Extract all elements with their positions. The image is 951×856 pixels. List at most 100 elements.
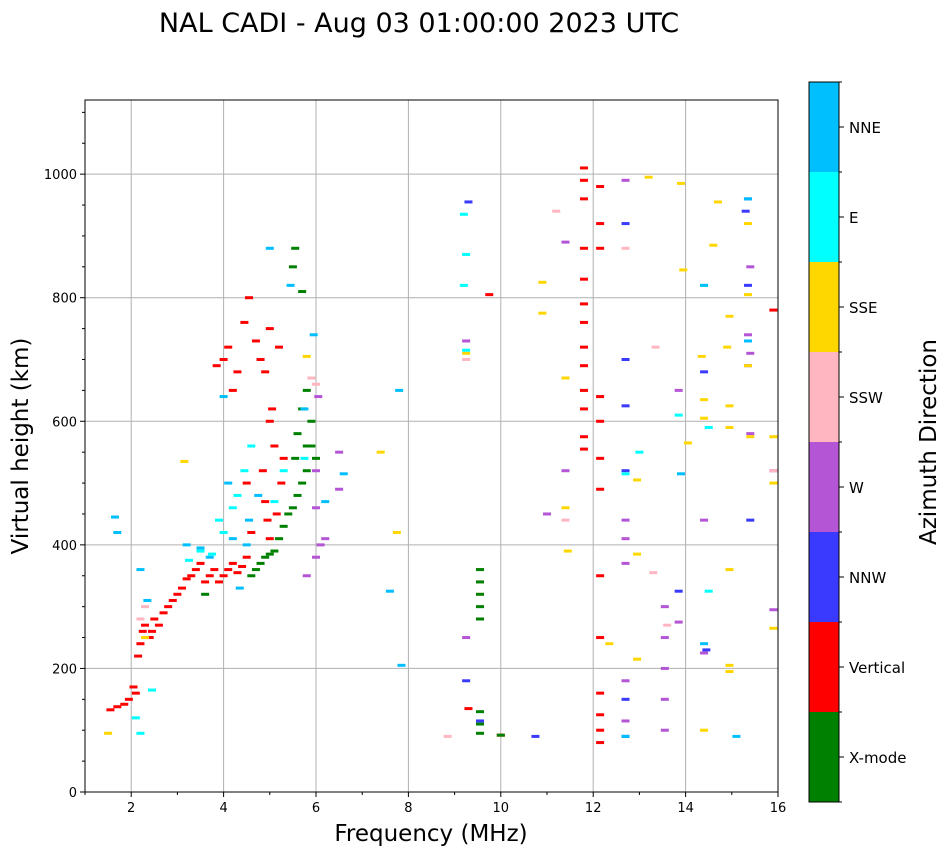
data-point: [124, 697, 133, 701]
data-point: [376, 450, 385, 454]
data-point: [293, 493, 302, 497]
data-point: [746, 351, 755, 355]
data-point: [552, 209, 561, 213]
colorbar: X-mode Vertical NNW W SSW SSE E NNE: [808, 81, 906, 803]
data-point: [113, 531, 122, 534]
data-point: [111, 515, 120, 519]
data-point: [258, 469, 267, 473]
data-point: [674, 413, 683, 417]
data-point: [676, 181, 685, 185]
data-point: [633, 552, 642, 556]
data-point: [674, 388, 683, 392]
data-point: [302, 574, 311, 578]
x-axis-label: Frequency (MHz): [334, 821, 527, 847]
data-point: [270, 444, 279, 448]
series-e: [131, 212, 713, 735]
data-point: [335, 487, 344, 491]
data-point: [605, 642, 614, 646]
data-point: [621, 222, 630, 226]
data-point: [561, 240, 570, 244]
data-point: [265, 327, 274, 331]
data-point: [579, 435, 588, 439]
colorbar-label-ssw: SSW: [849, 389, 883, 407]
data-point: [247, 444, 256, 448]
data-point: [709, 243, 718, 247]
data-point: [397, 663, 406, 667]
data-point: [251, 568, 260, 572]
data-point: [196, 549, 205, 553]
data-point: [288, 506, 297, 510]
data-point: [302, 388, 311, 392]
x-tick-label: 6: [312, 801, 320, 816]
series-w: [302, 178, 778, 732]
y-tick-label: 400: [52, 539, 77, 554]
data-point: [205, 555, 214, 559]
data-point: [385, 589, 394, 593]
colorbar-label-w: W: [849, 479, 864, 497]
data-point: [312, 555, 320, 559]
data-point: [621, 246, 630, 250]
data-point: [335, 450, 344, 454]
data-point: [106, 708, 115, 712]
data-point: [168, 598, 177, 602]
data-point: [462, 348, 471, 352]
data-point: [725, 404, 734, 408]
data-point: [245, 296, 254, 300]
data-point: [621, 358, 630, 361]
data-point: [224, 568, 233, 572]
plot-frame: [84, 99, 779, 793]
data-point: [579, 345, 588, 349]
data-point: [674, 589, 683, 593]
data-point: [596, 222, 605, 226]
data-point: [180, 459, 189, 463]
data-point: [459, 212, 468, 216]
data-point: [476, 731, 485, 735]
data-point: [251, 339, 260, 343]
data-point: [291, 456, 300, 460]
x-tick-label: 14: [677, 801, 694, 816]
data-point: [476, 722, 485, 726]
data-point: [256, 358, 265, 361]
data-point: [214, 580, 223, 584]
x-tick-label: 4: [219, 801, 227, 816]
data-point: [307, 444, 316, 448]
x-axis-ticks: 2 4 6 8 10 12 14 16: [84, 792, 786, 816]
data-point: [561, 518, 570, 522]
colorbar-label-nnw: NNW: [849, 569, 886, 587]
data-point: [621, 404, 630, 408]
data-point: [228, 537, 237, 541]
data-point: [633, 657, 642, 661]
data-point: [265, 246, 274, 250]
x-tick-label: 8: [404, 801, 412, 816]
data-point: [676, 472, 685, 476]
data-point: [596, 185, 605, 188]
data-point: [298, 290, 307, 294]
data-point: [633, 478, 642, 482]
data-point: [596, 419, 605, 423]
chart-title: NAL CADI - Aug 03 01:00:00 2023 UTC: [159, 8, 679, 39]
y-tick-label: 200: [52, 662, 77, 677]
data-point: [769, 481, 778, 485]
series-x-mode: [201, 246, 505, 737]
data-point: [563, 549, 572, 553]
y-axis-label: Virtual height (km): [8, 338, 34, 555]
data-point: [272, 512, 281, 516]
data-point: [312, 506, 320, 510]
data-point: [300, 456, 309, 460]
data-point: [769, 469, 778, 473]
data-point: [543, 512, 551, 516]
data-point: [746, 435, 755, 439]
data-point: [743, 339, 752, 343]
data-point: [113, 705, 122, 709]
data-point: [316, 543, 325, 547]
data-point: [104, 731, 113, 735]
data-point: [462, 679, 471, 683]
data-point: [579, 277, 588, 281]
y-tick-label: 0: [69, 786, 77, 801]
colorbar-segment: [809, 442, 839, 532]
data-point: [228, 388, 237, 392]
data-point: [143, 598, 152, 602]
data-point: [233, 493, 242, 497]
data-point: [191, 568, 200, 572]
